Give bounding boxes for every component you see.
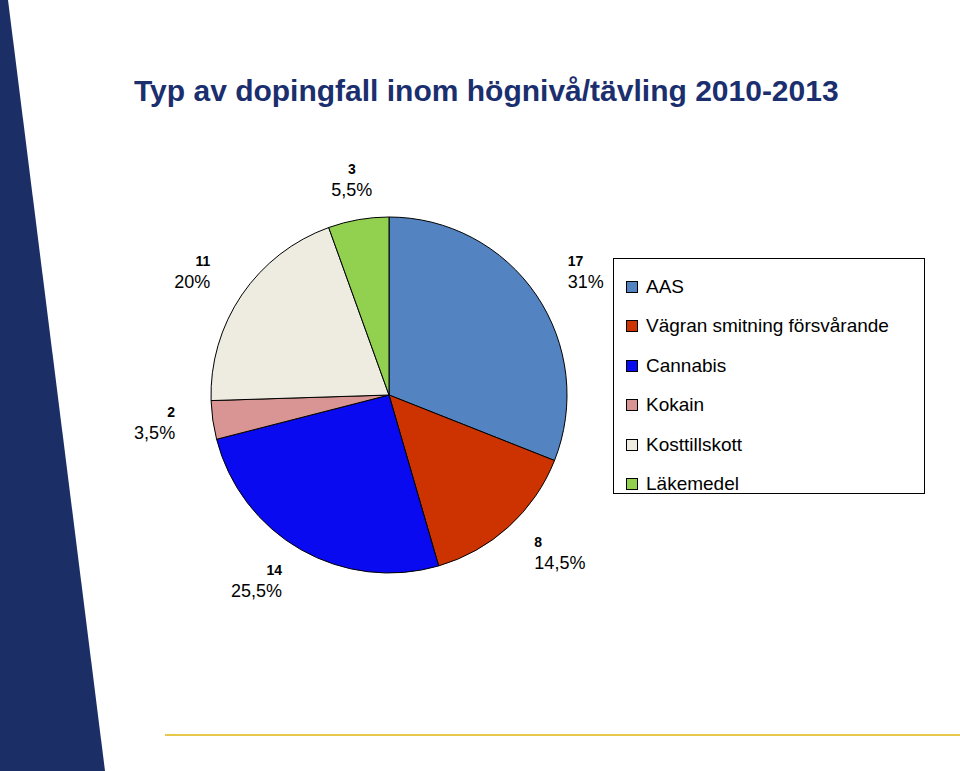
svg-text:1425,5%: 1425,5% [231, 562, 282, 601]
html-text:Vägran smitning försvårande: Vägran smitning försvårande [646, 315, 889, 337]
svg-text:1120%: 1120% [174, 253, 210, 292]
svg-text:23,5%: 23,5% [134, 404, 175, 443]
html-text:Cannabis: Cannabis [646, 354, 727, 376]
html-text:Typ av dopingfall inom högnivå: Typ av dopingfall inom högnivå/tävling 2… [134, 74, 839, 107]
svg-text:1731%: 1731% [568, 253, 604, 292]
svg-text:35,5%: 35,5% [331, 161, 372, 200]
svg-text:814,5%: 814,5% [534, 534, 585, 573]
html-text:Kosttillskott: Kosttillskott [646, 433, 743, 455]
html-text:Kokain: Kokain [646, 394, 705, 416]
html-text:Läkemedel: Läkemedel [646, 473, 739, 495]
html-text:AAS: AAS [646, 275, 684, 297]
